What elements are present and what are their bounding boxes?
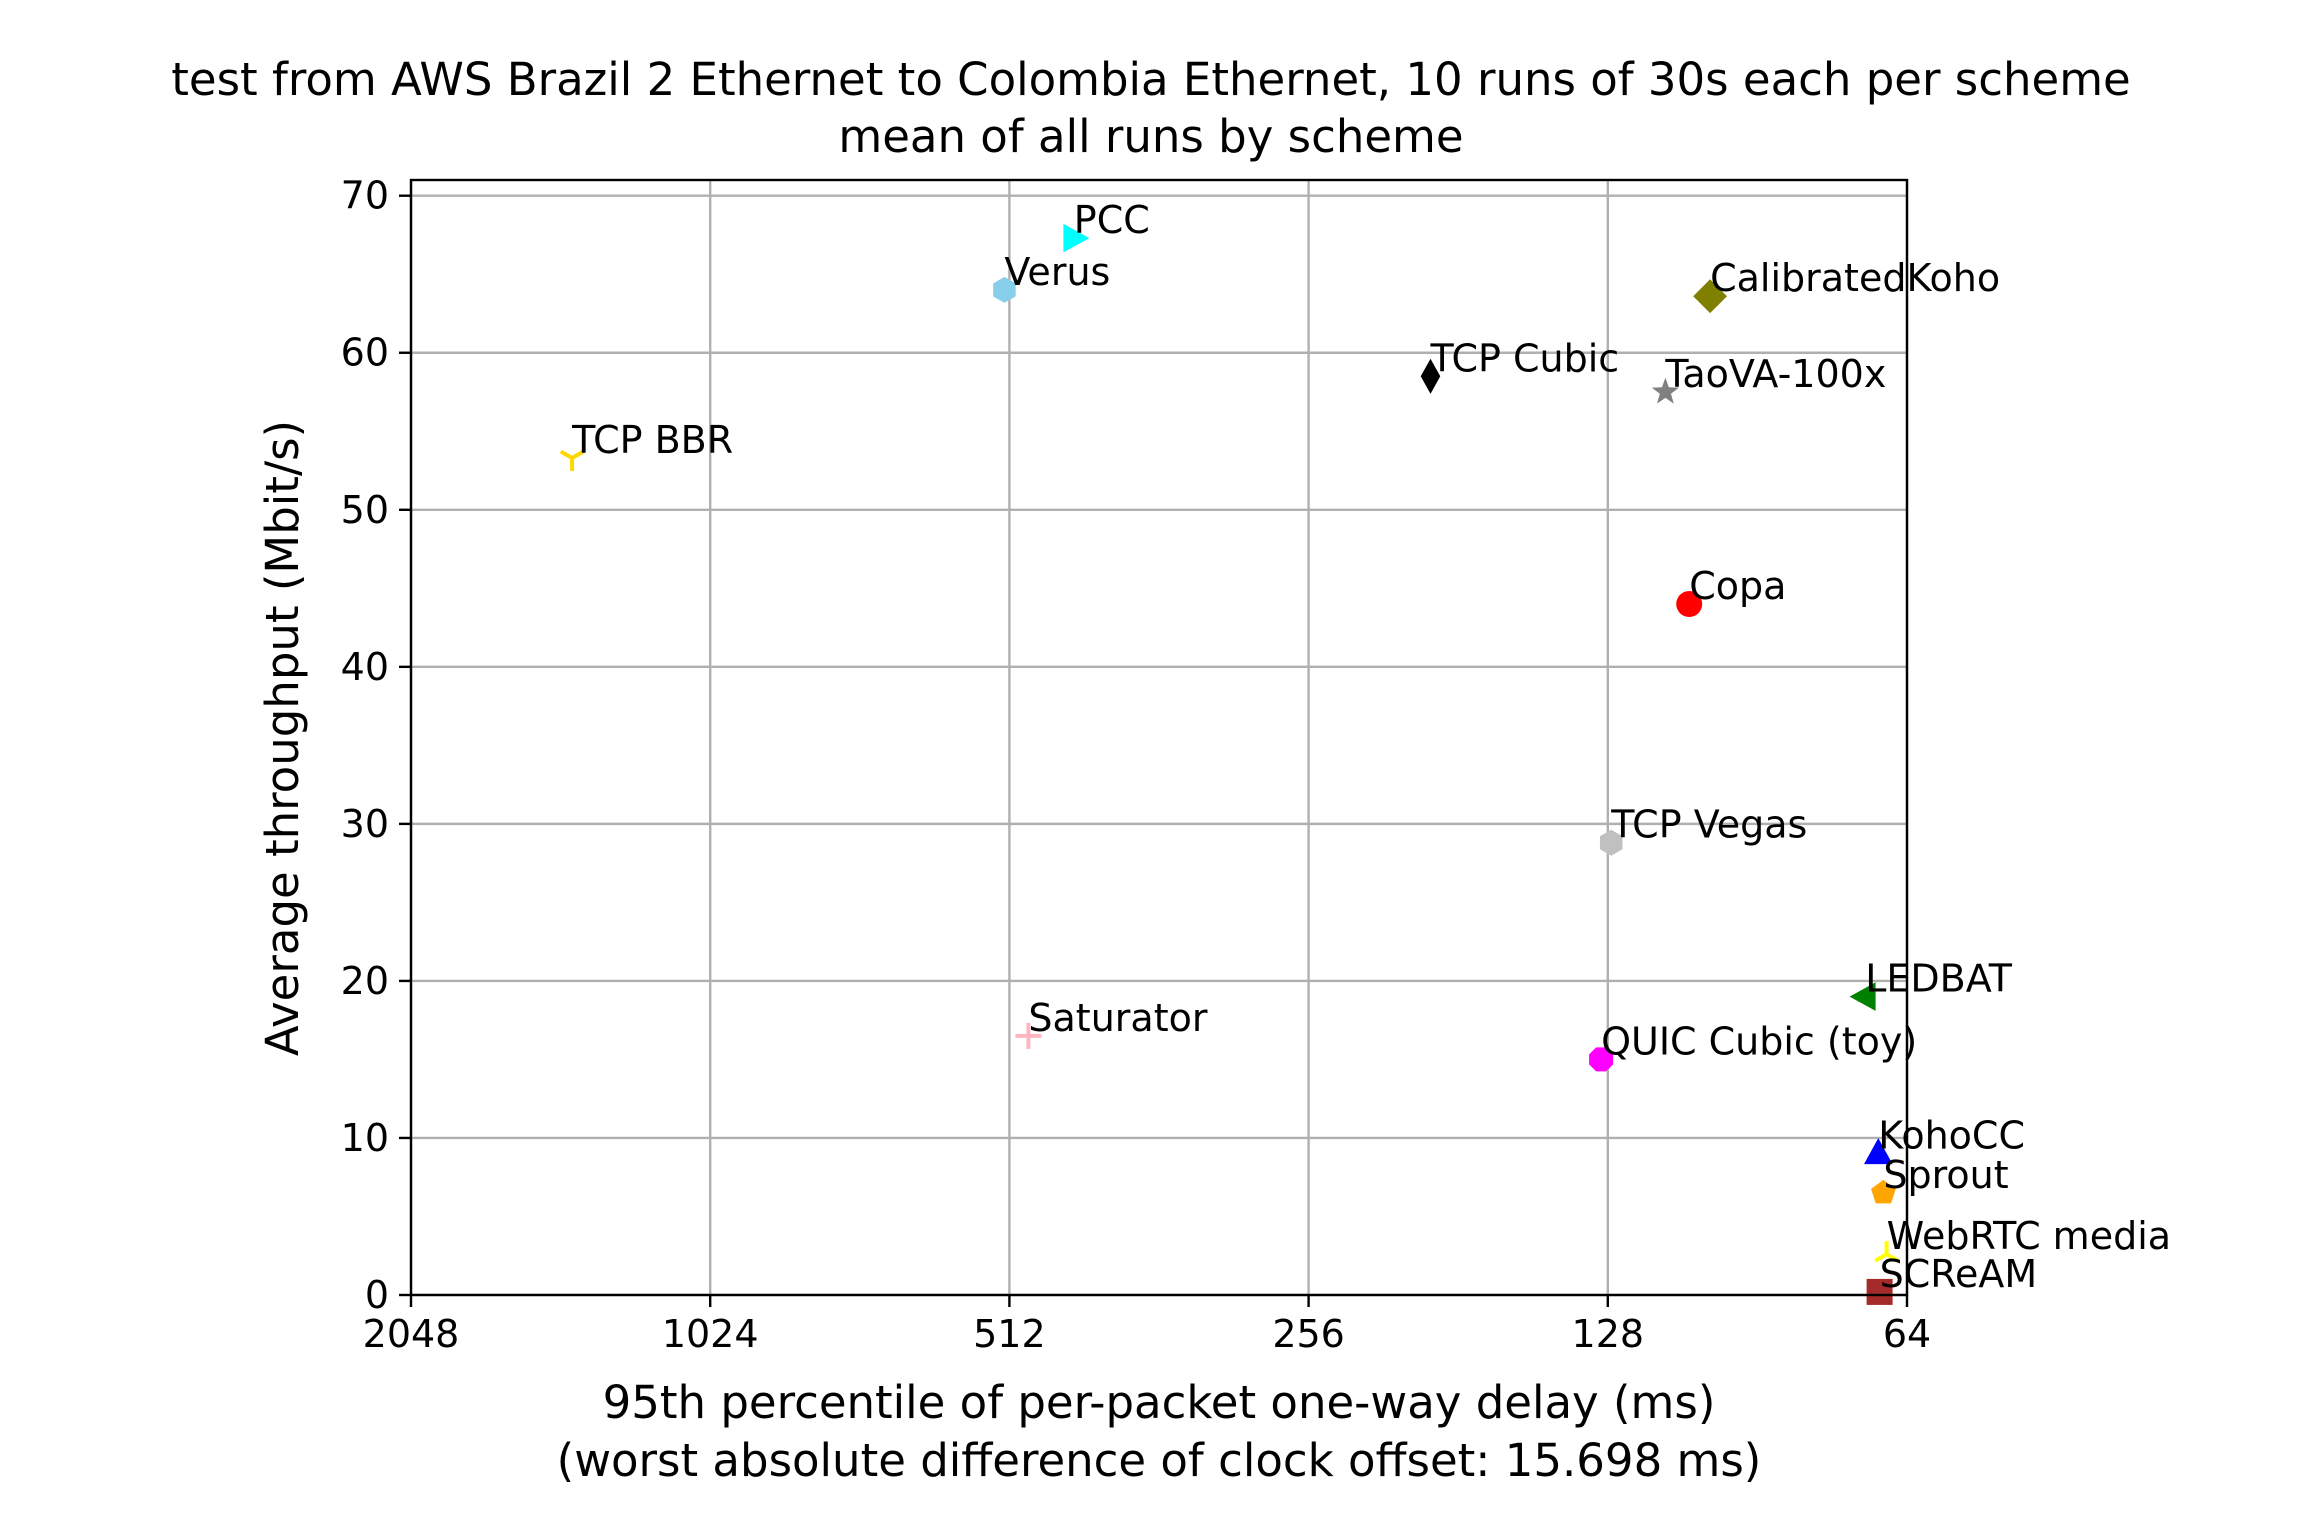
- point-taova-100x: [1651, 377, 1679, 404]
- point-label-calibratedkoho: CalibratedKoho: [1710, 256, 2000, 300]
- point-quic-cubic-toy: [1589, 1047, 1614, 1072]
- plot-frame: [409, 178, 1909, 1297]
- y-tick-label: 50: [341, 488, 389, 532]
- point-label-saturator: Saturator: [1028, 996, 1207, 1040]
- chart-title-line1: test from AWS Brazil 2 Ethernet to Colom…: [171, 53, 2130, 106]
- point-pcc: [1063, 223, 1090, 253]
- point-sprout: [1871, 1179, 1896, 1204]
- point-calibratedkoho: [1693, 279, 1727, 314]
- point-saturator: [1015, 1022, 1042, 1049]
- y-tick-label: 60: [341, 331, 389, 375]
- point-ledbat: [1849, 982, 1876, 1011]
- point-labels: TCP BBR Verus PCC Saturator TCP Cubic TCP Veg…: [571, 198, 2171, 1296]
- data-points: [559, 223, 1899, 1305]
- point-tcp-bbr: [559, 449, 585, 471]
- axis-ticks: 2048 1024 512 256 128 64 0 10 20 30 40 50 60 70: [341, 174, 1932, 1356]
- x-axis-label-line1: 95th percentile of per-packet one-way de…: [603, 1376, 1716, 1429]
- y-tick-label: 40: [341, 645, 389, 689]
- point-label-ledbat: LEDBAT: [1865, 957, 2013, 1001]
- point-copa: [1676, 591, 1703, 617]
- x-tick-label: 2048: [363, 1312, 460, 1356]
- point-label-copa: Copa: [1689, 564, 1786, 608]
- point-label-tcp-bbr: TCP BBR: [571, 418, 733, 462]
- point-kohocc: [1864, 1138, 1893, 1165]
- point-scream: [1866, 1278, 1893, 1305]
- y-tick-label: 30: [341, 802, 389, 846]
- chart-title-line2: mean of all runs by scheme: [838, 110, 1463, 163]
- point-label-scream: SCReAM: [1880, 1252, 2038, 1296]
- point-label-verus: Verus: [1004, 250, 1110, 294]
- x-tick-label: 256: [1272, 1312, 1345, 1356]
- point-label-kohocc: KohoCC: [1878, 1114, 2025, 1158]
- y-axis-label: Average throughput (Mbit/s): [256, 420, 309, 1056]
- point-label-tcp-cubic: TCP Cubic: [1430, 336, 1620, 380]
- x-tick-label: 1024: [662, 1312, 759, 1356]
- grid-lines: [409, 180, 1909, 1297]
- x-tick-label: 512: [973, 1312, 1046, 1356]
- point-label-taova-100x: TaoVA-100x: [1664, 352, 1886, 396]
- x-axis-label-line2: (worst absolute difference of clock offs…: [557, 1434, 1762, 1487]
- y-tick-label: 70: [341, 174, 389, 218]
- point-label-tcp-vegas: TCP Vegas: [1610, 803, 1807, 847]
- y-tick-label: 0: [365, 1273, 389, 1317]
- point-label-pcc: PCC: [1074, 198, 1150, 242]
- point-webrtc-media: [1874, 1241, 1899, 1263]
- y-tick-label: 10: [341, 1116, 389, 1160]
- point-label-sprout: Sprout: [1883, 1153, 2008, 1197]
- point-tcp-vegas: [1599, 829, 1623, 856]
- point-verus: [993, 276, 1016, 303]
- point-label-quic-cubic-toy: QUIC Cubic (toy): [1601, 1019, 1917, 1063]
- point-label-webrtc-media: WebRTC media: [1887, 1214, 2171, 1258]
- y-tick-label: 20: [341, 959, 389, 1003]
- x-tick-label: 64: [1883, 1312, 1931, 1356]
- x-tick-label: 128: [1572, 1312, 1645, 1356]
- point-tcp-cubic: [1420, 358, 1441, 394]
